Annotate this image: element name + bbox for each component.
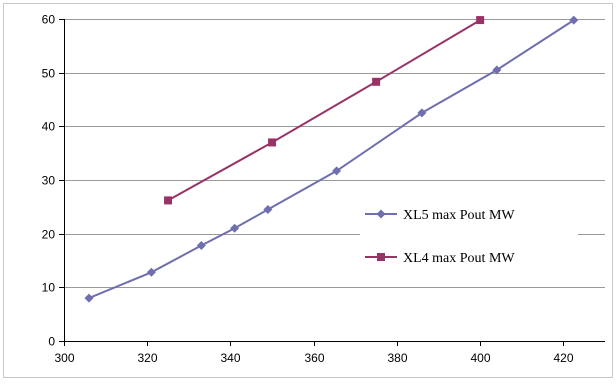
data-point-xl5 — [196, 240, 206, 250]
legend-label-xl5: XL5 max Pout MW — [403, 208, 515, 223]
data-point-xl5 — [492, 65, 502, 75]
data-point-xl4 — [268, 138, 277, 147]
series-group — [84, 15, 579, 303]
data-point-xl5 — [230, 223, 240, 233]
data-point-xl5 — [332, 166, 342, 176]
y-tick-label: 10 — [42, 281, 56, 295]
data-point-xl4 — [164, 196, 173, 205]
y-tick-label: 30 — [42, 174, 56, 188]
y-tick-label: 40 — [42, 120, 56, 134]
x-tick-label: 400 — [470, 351, 490, 365]
data-point-xl5 — [417, 108, 427, 118]
series-line-1 — [167, 19, 481, 202]
data-point-xl5 — [569, 15, 579, 25]
legend-marker-xl5 — [376, 209, 386, 219]
legend-marker-xl4 — [377, 253, 385, 261]
legend-background — [360, 198, 578, 278]
data-point-xl5 — [146, 267, 156, 277]
x-tick-label: 360 — [304, 351, 324, 365]
data-point-xl4 — [476, 16, 485, 25]
data-point-xl5 — [263, 205, 273, 215]
y-tick-label: 60 — [42, 13, 56, 27]
legend: XL5 max Pout MW XL4 max Pout MW — [360, 198, 578, 278]
data-point-xl4 — [372, 77, 381, 86]
gridlines — [3, 3, 613, 378]
y-tick-label: 0 — [48, 335, 55, 349]
legend-entry-xl5: XL5 max Pout MW — [365, 208, 515, 223]
x-tick-label: 420 — [553, 351, 573, 365]
axes: 0 10 20 30 40 50 60 300 320 340 360 380 400 420 — [42, 13, 605, 365]
x-tick-label: 380 — [387, 351, 407, 365]
y-tick-label: 20 — [42, 228, 56, 242]
y-tick-label: 50 — [42, 67, 56, 81]
x-tick-label: 340 — [220, 351, 240, 365]
x-tick-label: 300 — [54, 351, 74, 365]
legend-entry-xl4: XL4 max Pout MW — [365, 251, 515, 266]
x-tick-label: 320 — [137, 351, 157, 365]
legend-label-xl4: XL4 max Pout MW — [403, 251, 515, 266]
chart-border — [3, 3, 613, 378]
data-point-xl5 — [84, 293, 94, 303]
